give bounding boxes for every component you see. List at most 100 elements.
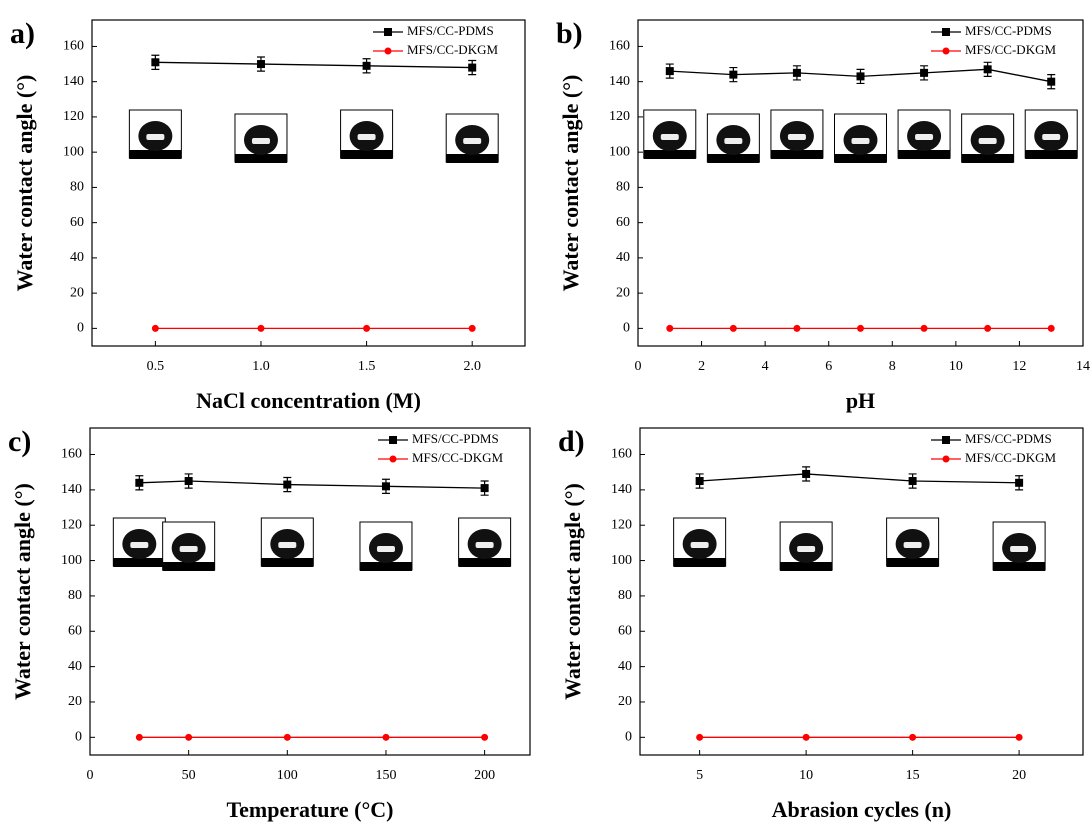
y-tick-label: 120: [611, 517, 632, 532]
inset-substrate: [340, 150, 393, 159]
y-tick-label: 80: [70, 180, 84, 195]
marker: [1015, 733, 1023, 741]
y-tick-label: 80: [68, 588, 82, 603]
inset-substrate: [446, 154, 499, 163]
inset-glare: [376, 546, 395, 552]
y-tick-label: 60: [616, 215, 630, 230]
plot-frame: [639, 427, 1084, 756]
marker: [185, 733, 193, 741]
inset-substrate: [673, 558, 726, 567]
marker: [151, 324, 159, 332]
marker: [729, 70, 738, 79]
x-tick-label: 0: [635, 359, 642, 374]
panel-label: d): [558, 425, 585, 458]
x-tick-label: 1.5: [358, 359, 376, 374]
y-tick-label: 0: [77, 321, 84, 336]
marker: [135, 733, 143, 741]
inset-glare: [357, 134, 376, 140]
marker: [857, 324, 864, 332]
inset-glare: [915, 134, 934, 140]
inset-glare: [1010, 546, 1029, 552]
legend-marker: [942, 47, 950, 55]
y-tick-label: 140: [61, 482, 82, 497]
x-tick-label: 0: [87, 768, 94, 783]
marker: [729, 324, 737, 332]
marker: [283, 480, 292, 489]
x-tick-label: 100: [277, 768, 298, 783]
marker: [802, 469, 811, 478]
x-tick-label: 50: [182, 768, 196, 783]
y-tick-label: 0: [75, 730, 82, 745]
inset-substrate: [261, 558, 314, 567]
inset-substrate: [113, 558, 166, 567]
legend-marker: [389, 436, 397, 444]
y-tick-label: 60: [68, 623, 82, 638]
inset-glare: [797, 546, 816, 552]
marker: [909, 733, 917, 741]
legend-label: MFS/CC-DKGM: [412, 450, 503, 465]
y-tick-label: 80: [618, 588, 632, 603]
marker: [468, 63, 477, 72]
inset-substrate: [770, 150, 823, 159]
y-tick-label: 40: [70, 250, 84, 265]
inset-substrate: [129, 150, 182, 159]
marker: [793, 324, 801, 332]
panel-label: b): [556, 17, 583, 50]
inset-glare: [1042, 134, 1061, 140]
y-axis-label: Water contact angle (°): [12, 75, 37, 292]
marker: [257, 324, 265, 332]
legend-label: MFS/CC-PDMS: [407, 23, 494, 38]
y-tick-label: 20: [68, 694, 82, 709]
panel: b) 0 20 40 60 80 100 120 140 160 0 2 4 6 8 10 12 14 pH Wate…: [556, 17, 1090, 413]
inset-glare: [690, 542, 709, 548]
legend-label: MFS/CC-DKGM: [965, 450, 1056, 465]
inset-glare: [475, 542, 494, 548]
legend-marker: [942, 455, 950, 463]
marker: [256, 60, 265, 69]
marker: [696, 733, 704, 741]
y-tick-label: 60: [70, 215, 84, 230]
y-tick-label: 20: [618, 694, 632, 709]
x-tick-label: 6: [825, 359, 832, 374]
marker: [1047, 324, 1055, 332]
inset-glare: [660, 134, 679, 140]
marker: [363, 324, 371, 332]
plot-frame: [91, 19, 526, 347]
y-tick-label: 40: [68, 659, 82, 674]
x-tick-label: 20: [1012, 768, 1026, 783]
x-tick-label: 200: [474, 768, 495, 783]
y-tick-label: 20: [70, 285, 84, 300]
y-tick-label: 100: [61, 553, 82, 568]
inset-substrate: [707, 154, 760, 163]
x-tick-label: 2: [698, 359, 705, 374]
marker: [381, 482, 390, 491]
marker: [983, 65, 992, 74]
legend-marker: [384, 47, 392, 55]
x-axis-label: pH: [846, 388, 875, 413]
plot-frame: [89, 427, 531, 756]
y-tick-label: 160: [611, 447, 632, 462]
y-tick-label: 140: [611, 482, 632, 497]
inset-substrate: [993, 562, 1046, 571]
marker: [984, 324, 992, 332]
inset-glare: [978, 138, 997, 144]
y-tick-label: 120: [61, 517, 82, 532]
marker: [468, 324, 476, 332]
y-tick-label: 40: [618, 659, 632, 674]
inset-substrate: [886, 558, 939, 567]
x-axis-label: Abrasion cycles (n): [772, 797, 952, 822]
marker: [481, 733, 489, 741]
marker: [666, 324, 674, 332]
panel: d) 0 20 40 60 80 100 120 140 160 5 10 15 20 Abrasion c…: [558, 425, 1084, 822]
inset-glare: [903, 542, 922, 548]
panel: a) 0 20 40 60 80 100 120 140 160 0.5 1.0 1.5 2.0 NaCl …: [10, 17, 526, 413]
y-tick-label: 60: [618, 623, 632, 638]
marker: [362, 61, 371, 70]
marker: [665, 67, 674, 76]
inset-substrate: [359, 562, 412, 571]
panel-label: c): [8, 425, 31, 458]
inset-glare: [787, 134, 806, 140]
inset-glare: [724, 138, 743, 144]
